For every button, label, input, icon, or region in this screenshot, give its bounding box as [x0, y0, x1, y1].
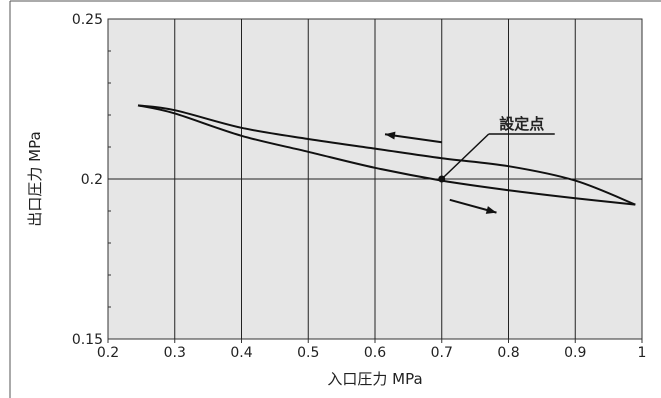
- y-axis-label: 出口圧力 MPa: [26, 131, 44, 226]
- hysteresis-curves: [137, 104, 636, 206]
- x-tick-label: 0.2: [97, 345, 119, 361]
- grid-lines: [108, 19, 642, 339]
- arrow-increasing: [449, 198, 497, 214]
- x-tick-label: 0.5: [297, 345, 319, 361]
- x-tick-label: 0.6: [364, 345, 386, 361]
- y-tick-label: 0.2: [81, 172, 103, 188]
- annotations: 設定点: [438, 115, 555, 183]
- x-tick-label: 1: [638, 345, 647, 361]
- arrow-decreasing: [384, 131, 442, 144]
- series-line-increasing: [137, 104, 636, 206]
- x-tick-label: 0.9: [564, 345, 586, 361]
- y-tick-label: 0.15: [72, 332, 103, 348]
- x-tick-label: 0.4: [230, 345, 252, 361]
- x-axis-label: 入口圧力 MPa: [327, 370, 422, 388]
- axis-ticks: 0.2 0.3 0.4 0.5 0.6 0.7 0.8 0.9 10.150.20.25: [72, 12, 647, 361]
- series-line-decreasing: [137, 104, 636, 206]
- x-tick-label: 0.3: [164, 345, 186, 361]
- y-tick-label: 0.25: [72, 12, 103, 28]
- set-point-leader: [441, 133, 490, 180]
- set-point-label: 設定点: [499, 115, 544, 133]
- direction-arrows: [384, 131, 497, 214]
- x-tick-label: 0.8: [497, 345, 519, 361]
- x-tick-label: 0.7: [431, 345, 453, 361]
